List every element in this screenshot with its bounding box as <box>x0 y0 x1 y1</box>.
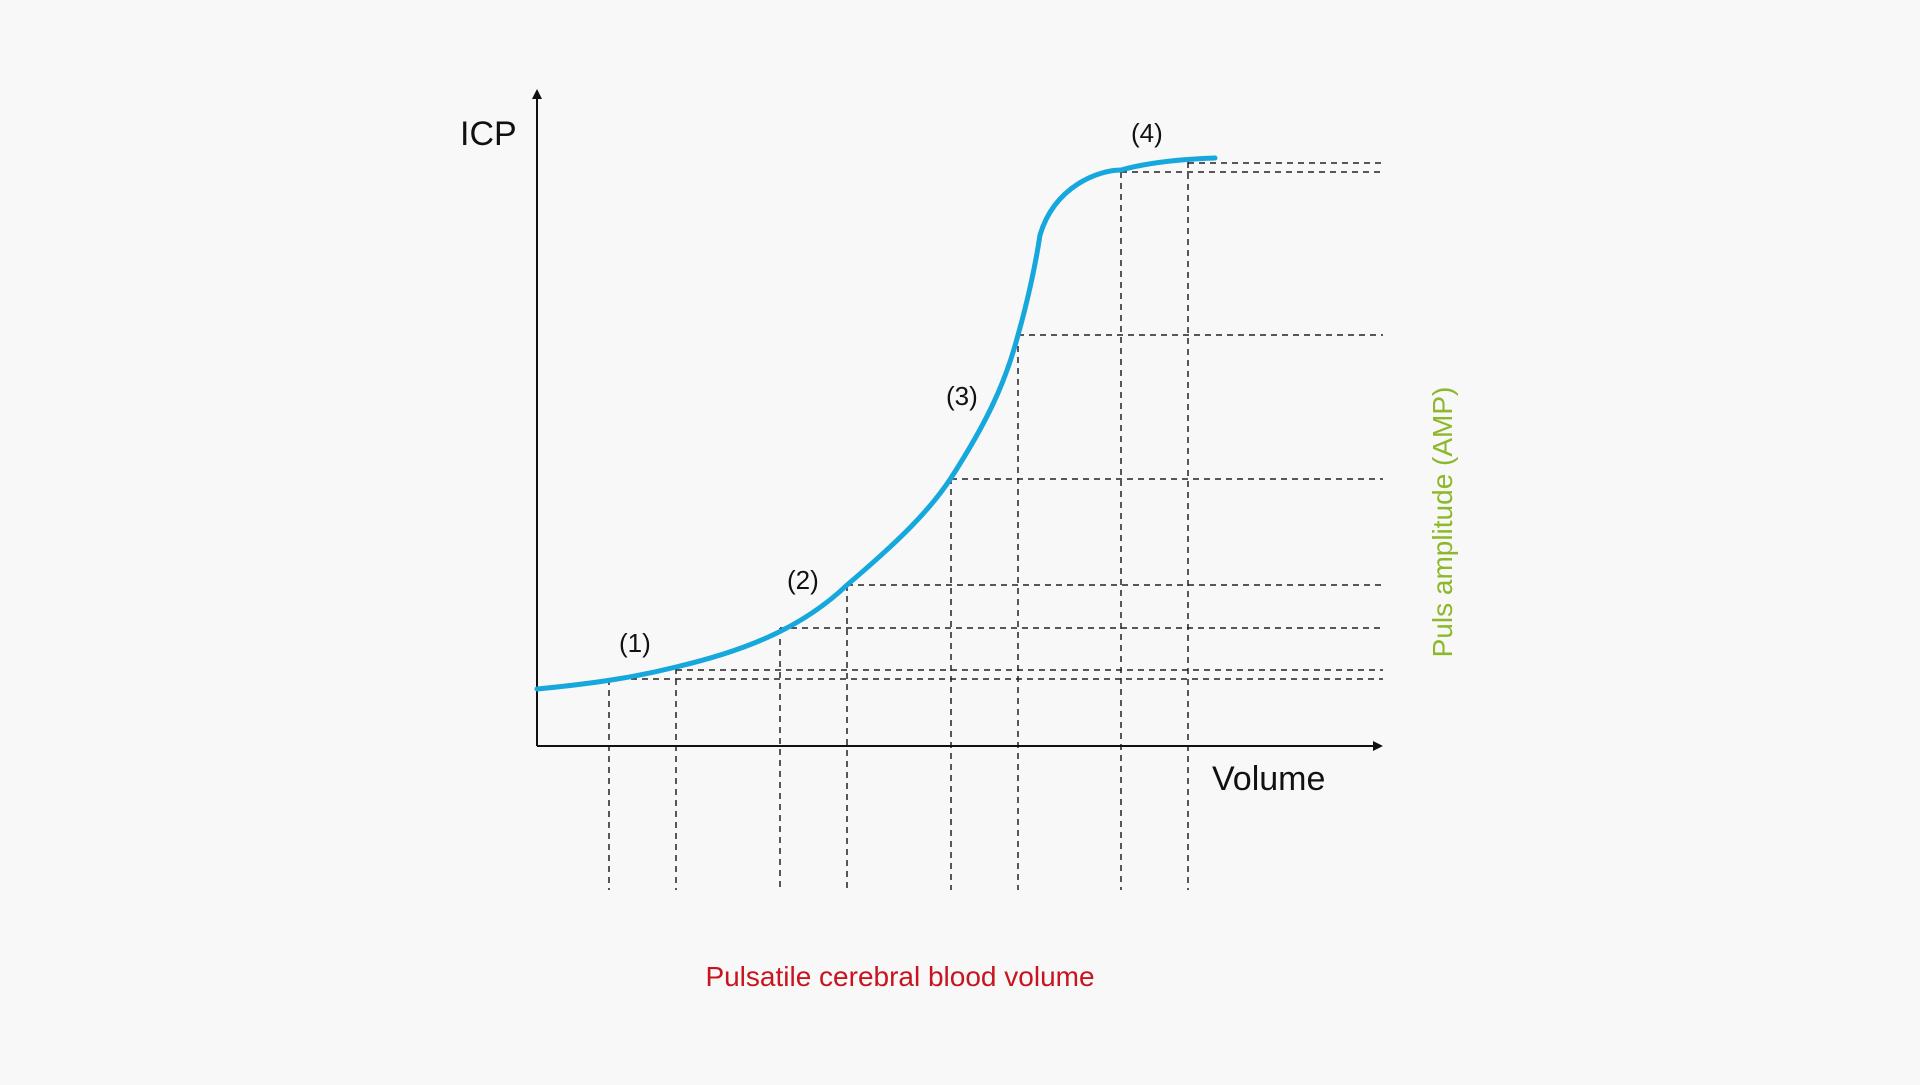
vertical-guide-lines <box>608 162 1189 890</box>
horizontal-guide-lines <box>609 162 1383 680</box>
y-axis-label: ICP <box>460 115 517 153</box>
point-label-3: (3) <box>946 381 978 411</box>
point-label-4: (4) <box>1131 118 1163 148</box>
point-label-2: (2) <box>787 565 819 595</box>
x-axis-label: Volume <box>1212 760 1325 798</box>
pulse-amplitude-label: Puls amplitude (AMP) <box>1427 387 1458 658</box>
pulsatile-volume-label: Pulsatile cerebral blood volume <box>705 961 1094 992</box>
pressure-volume-curve <box>534 155 1218 692</box>
point-label-1: (1) <box>619 628 651 658</box>
